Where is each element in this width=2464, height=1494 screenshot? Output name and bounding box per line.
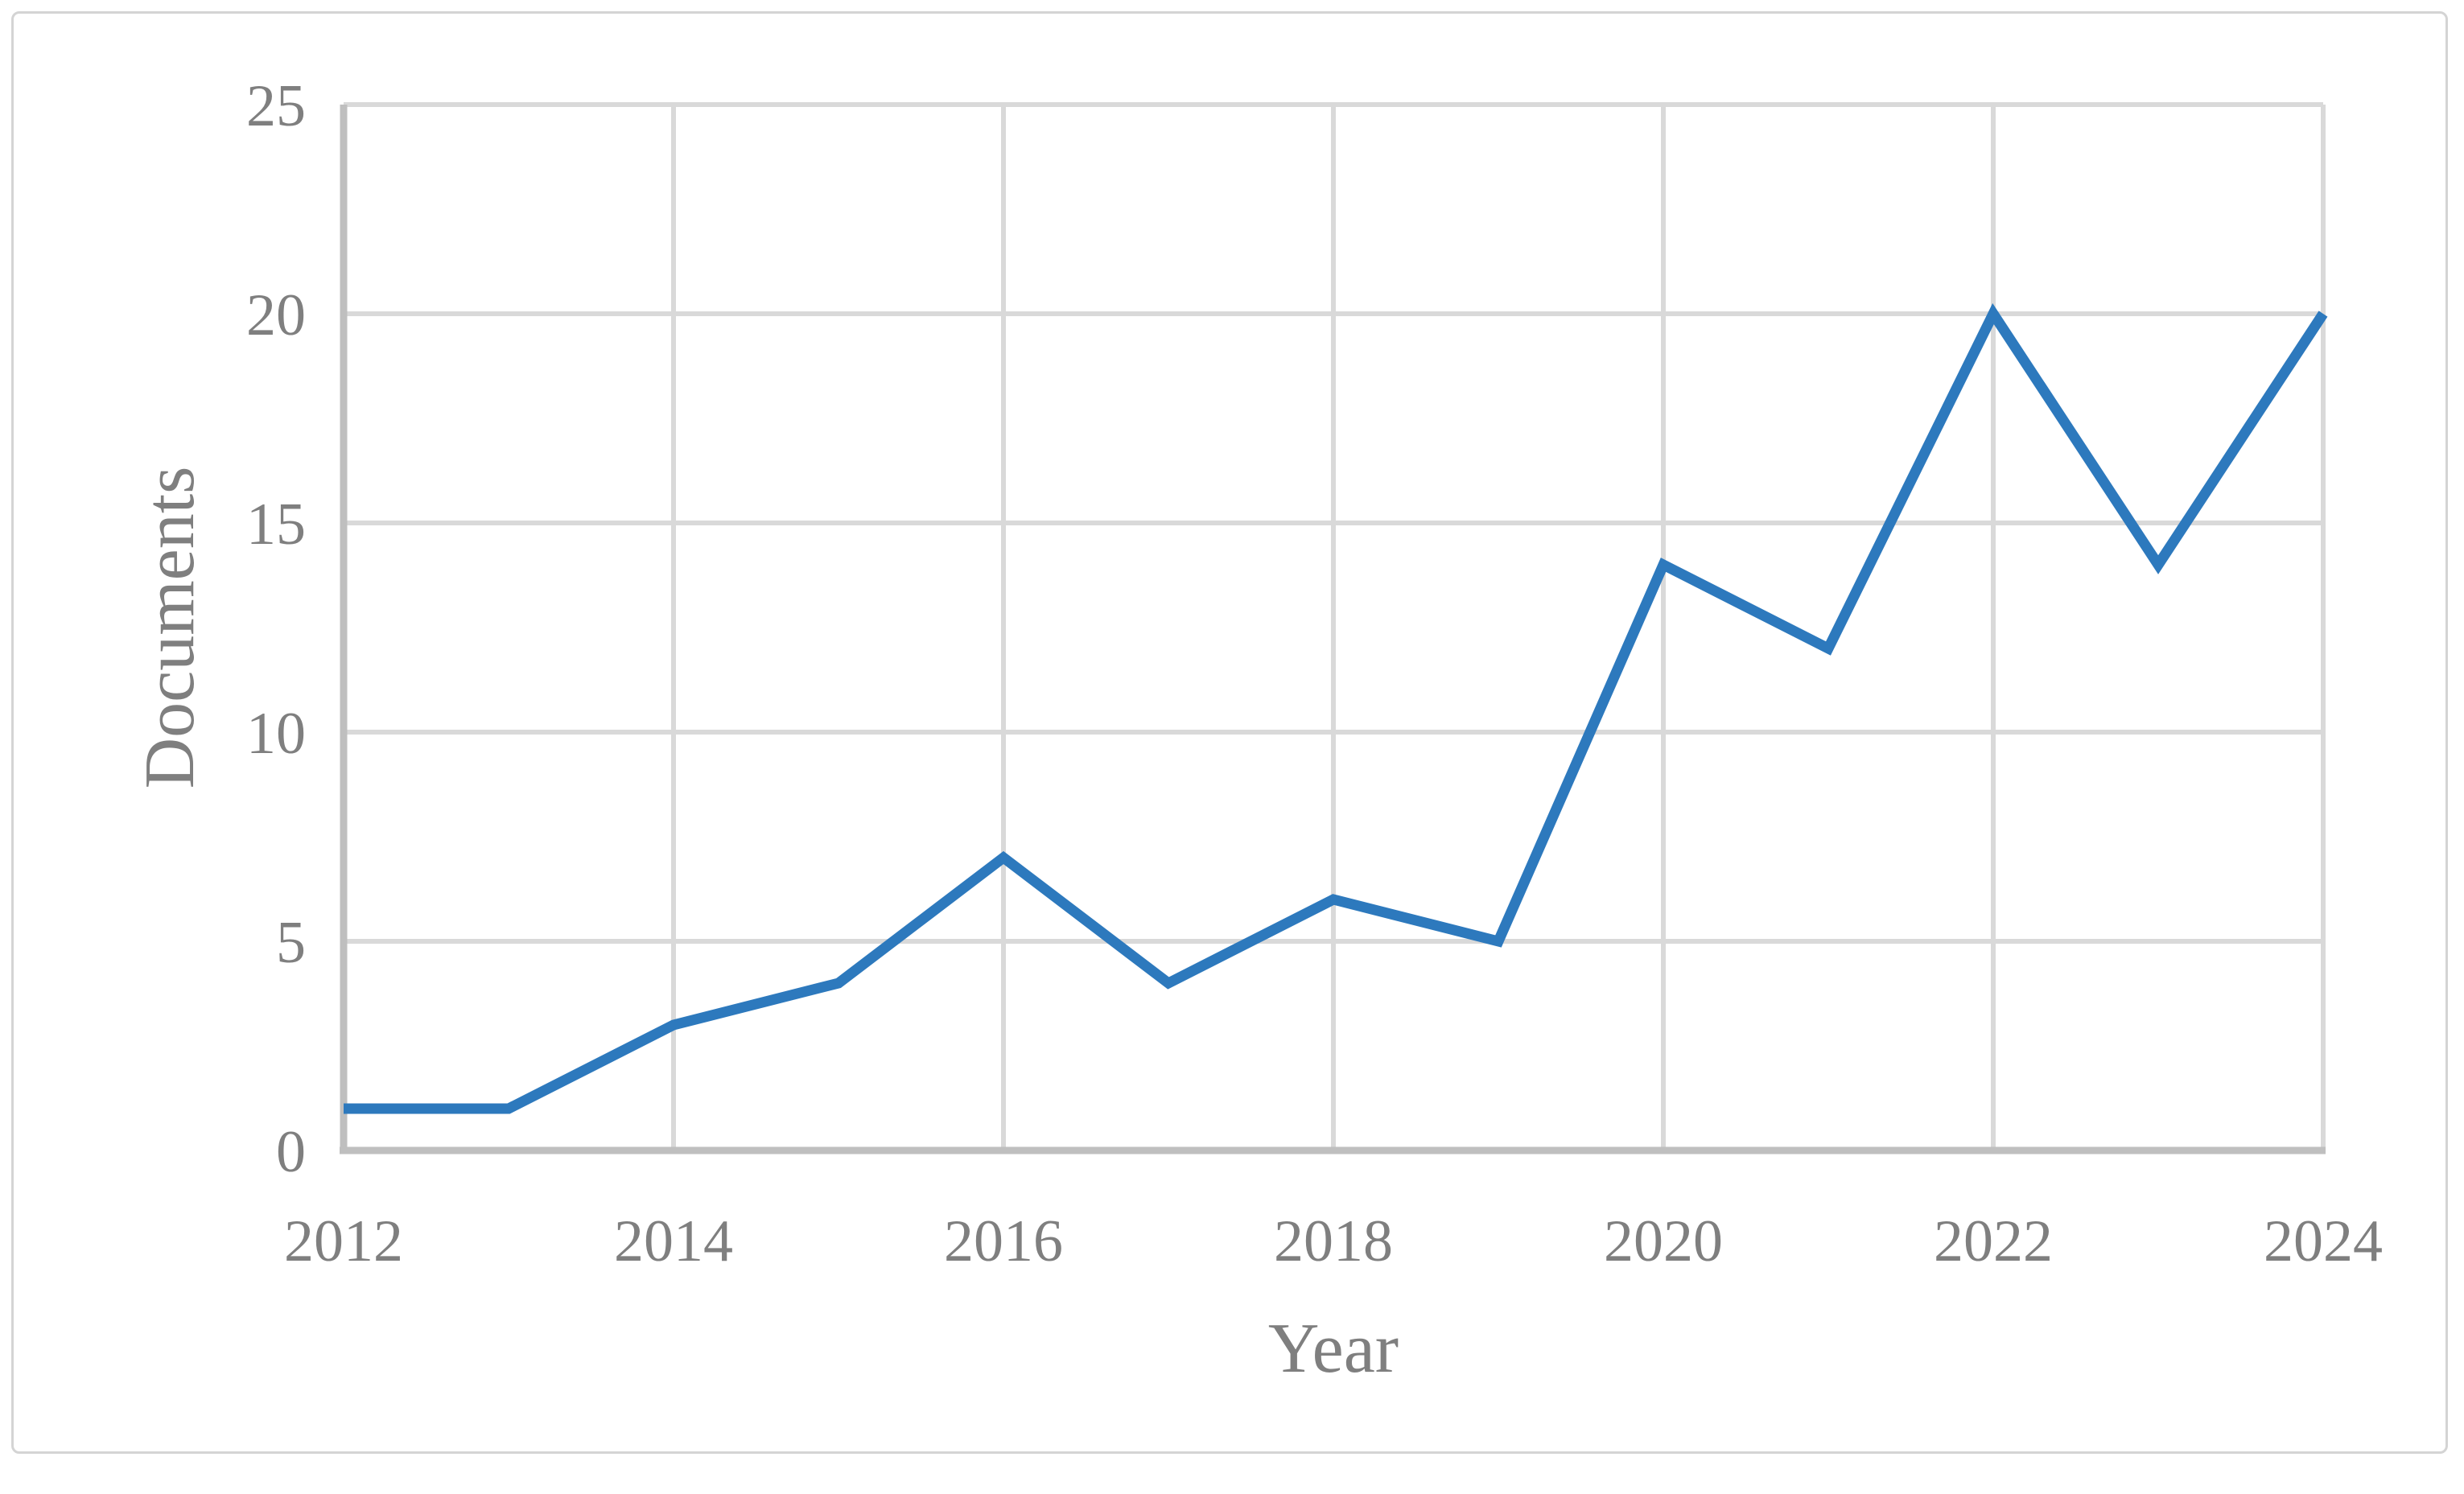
y-tick-label: 25 xyxy=(246,73,306,139)
y-tick-label: 20 xyxy=(246,282,306,348)
x-tick-label: 2014 xyxy=(614,1208,733,1274)
y-tick-label: 15 xyxy=(246,492,306,558)
x-tick-label: 2016 xyxy=(944,1208,1063,1274)
y-tick-label: 0 xyxy=(276,1119,306,1185)
figure-border xyxy=(11,11,2448,1454)
y-tick-label: 10 xyxy=(246,701,306,767)
x-tick-label: 2024 xyxy=(2264,1208,2383,1274)
y-tick-labels: 0 5 10 15 20 25 xyxy=(246,73,306,1185)
y-axis-title: Documents xyxy=(131,467,209,789)
x-tick-label: 2022 xyxy=(1934,1208,2053,1274)
x-tick-label: 2020 xyxy=(1604,1208,1723,1274)
x-tick-labels: 2012 2014 2016 2018 2020 2022 2024 xyxy=(284,1208,2383,1274)
documents-series-line xyxy=(344,303,2328,1114)
x-tick-label: 2018 xyxy=(1274,1208,1393,1274)
y-tick-label: 5 xyxy=(276,910,306,976)
v-gridlines xyxy=(671,105,2326,1150)
x-tick-label: 2012 xyxy=(284,1208,403,1274)
x-axis-title: Year xyxy=(1268,1310,1399,1388)
